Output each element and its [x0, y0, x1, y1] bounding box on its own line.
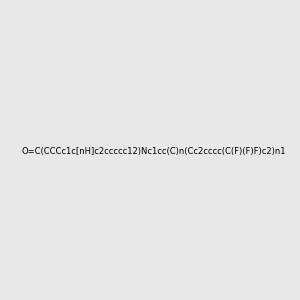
- Text: O=C(CCCc1c[nH]c2ccccc12)Nc1cc(C)n(Cc2cccc(C(F)(F)F)c2)n1: O=C(CCCc1c[nH]c2ccccc12)Nc1cc(C)n(Cc2ccc…: [22, 147, 286, 156]
